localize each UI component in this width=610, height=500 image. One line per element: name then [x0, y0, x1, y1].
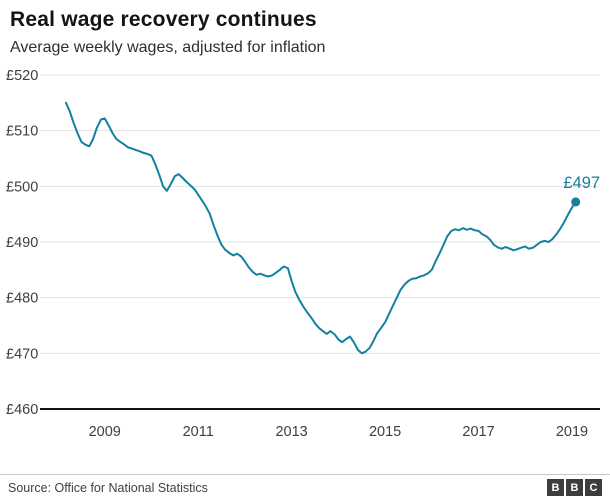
wage-line-chart: £460 £470 £480 £490 £500 £510 £520 2009 2011 2013… — [0, 57, 610, 462]
x-axis-tick-label: 2011 — [183, 424, 214, 440]
y-axis-tick-label: £510 — [6, 124, 38, 140]
x-axis-tick-label: 2017 — [462, 424, 494, 440]
source-text: Source: Office for National Statistics — [8, 480, 208, 495]
y-axis-tick-label: £460 — [6, 402, 38, 418]
x-axis-tick-label: 2019 — [556, 424, 588, 440]
chart-canvas: £460 £470 £480 £490 £500 £510 £520 2009 2011 2013… — [6, 68, 600, 440]
end-value-annotation: £497 — [563, 174, 600, 192]
page-title: Real wage recovery continues — [10, 8, 317, 31]
bbc-logo-block: C — [585, 479, 602, 496]
bbc-logo-block: B — [566, 479, 583, 496]
y-axis-tick-label: £490 — [6, 235, 38, 251]
wage-line — [65, 101, 577, 355]
chart-footer: Source: Office for National Statistics B… — [0, 474, 610, 500]
x-axis-tick-label: 2013 — [275, 424, 307, 440]
page-subtitle: Average weekly wages, adjusted for infla… — [10, 39, 326, 56]
y-axis-tick-label: £470 — [6, 346, 38, 362]
y-axis-tick-label: £480 — [6, 291, 38, 307]
y-axis-tick-label: £520 — [6, 68, 38, 84]
bbc-logo: B B C — [547, 479, 602, 496]
end-point-marker — [571, 197, 581, 207]
x-axis-tick-label: 2015 — [369, 424, 401, 440]
y-axis-tick-label: £500 — [6, 179, 38, 195]
bbc-logo-block: B — [547, 479, 564, 496]
x-axis-tick-label: 2009 — [89, 424, 121, 440]
chart-header: Real wage recovery continues Average wee… — [0, 0, 610, 57]
